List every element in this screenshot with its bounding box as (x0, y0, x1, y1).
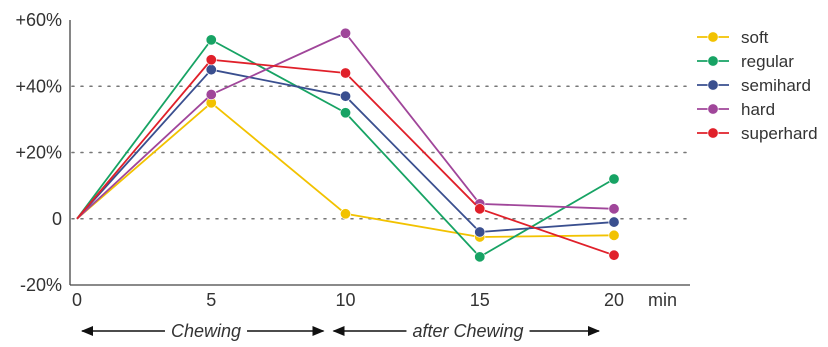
data-point-hard (608, 203, 620, 215)
data-point-hard (339, 27, 351, 39)
data-point-semihard (339, 90, 351, 102)
data-point-regular (205, 34, 217, 46)
legend-marker-soft (707, 31, 719, 43)
x-tick-label: 20 (604, 290, 624, 310)
x-tick-label: 15 (470, 290, 490, 310)
legend-marker-semihard (707, 79, 719, 91)
y-tick-label: +60% (15, 10, 62, 30)
x-tick-label: 5 (206, 290, 216, 310)
y-tick-label: -20% (20, 275, 62, 295)
data-point-semihard (608, 216, 620, 228)
data-point-regular (608, 173, 620, 185)
data-point-soft (339, 208, 351, 220)
data-point-superhard (339, 67, 351, 79)
y-tick-label: +20% (15, 143, 62, 163)
y-tick-label: 0 (52, 209, 62, 229)
data-point-hard (205, 89, 217, 101)
x-unit-label: min (648, 290, 677, 310)
y-tick-label: +40% (15, 76, 62, 96)
x-tick-label: 10 (335, 290, 355, 310)
legend-marker-hard (707, 103, 719, 115)
legend-marker-superhard (707, 127, 719, 139)
series-line-hard (76, 32, 615, 220)
data-point-superhard (205, 54, 217, 66)
legend-label-semihard: semihard (741, 76, 811, 95)
phase-label: Chewing (171, 321, 241, 341)
data-point-regular (474, 251, 486, 263)
data-point-semihard (205, 64, 217, 76)
x-tick-label: 0 (72, 290, 82, 310)
legend-label-superhard: superhard (741, 124, 818, 143)
legend-label-regular: regular (741, 52, 794, 71)
phase-label: after Chewing (412, 321, 523, 341)
data-point-superhard (474, 203, 486, 215)
data-point-superhard (608, 249, 620, 261)
legend-marker-regular (707, 55, 719, 67)
data-point-semihard (474, 226, 486, 238)
legend-label-hard: hard (741, 100, 775, 119)
data-point-regular (339, 107, 351, 119)
data-point-soft (608, 229, 620, 241)
legend-label-soft: soft (741, 28, 769, 47)
